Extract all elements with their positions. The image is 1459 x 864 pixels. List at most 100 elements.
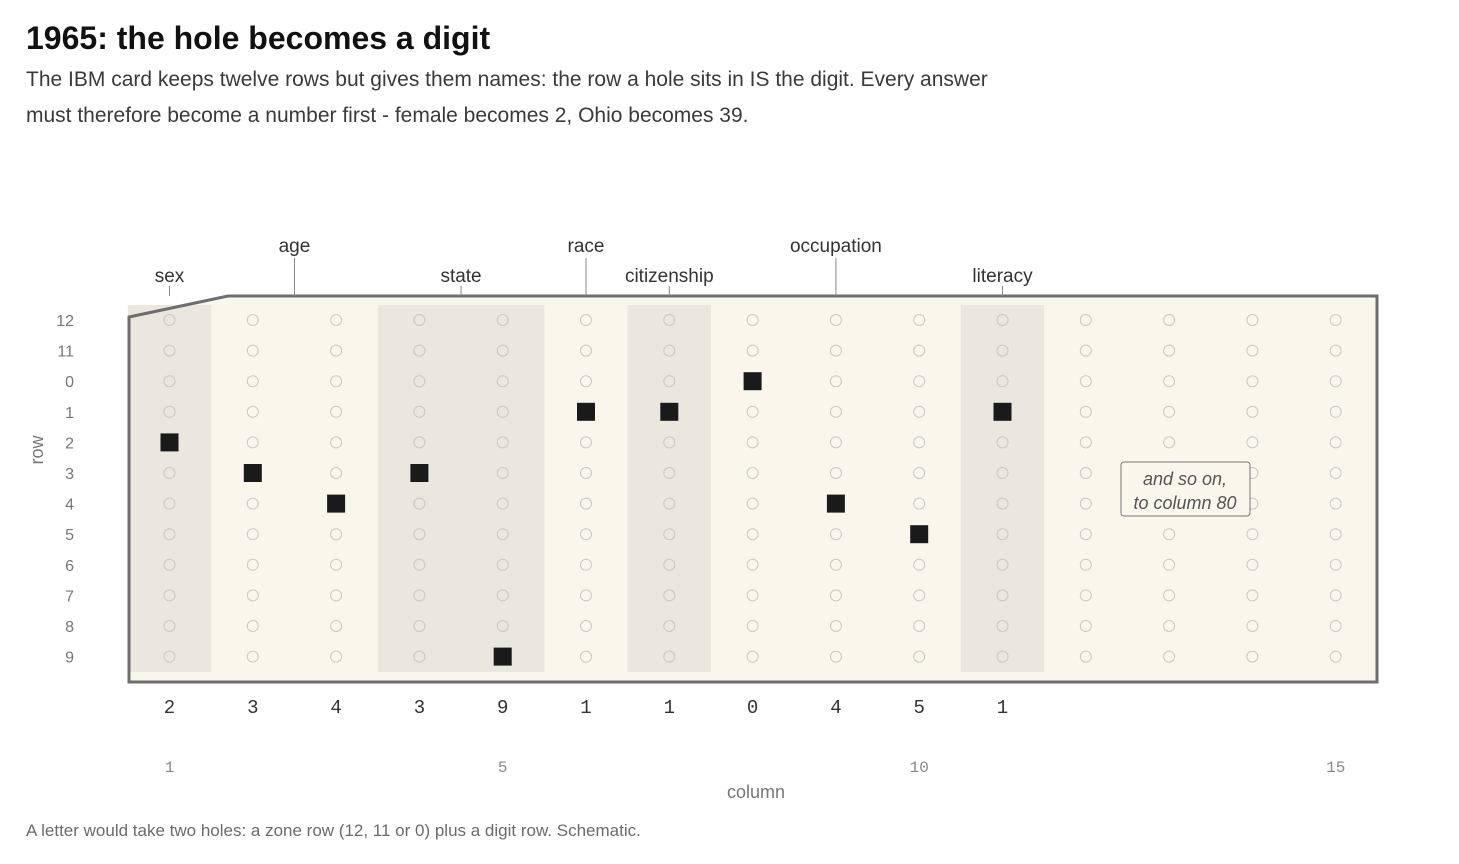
field-label-citizenship: citizenship bbox=[625, 266, 714, 287]
empty-hole-col15-row9 bbox=[1329, 650, 1342, 663]
empty-hole-col6-row0 bbox=[580, 375, 592, 388]
punch-card-diagram: sex age state race citizenship occupation lite… bbox=[27, 236, 1379, 802]
empty-hole-col12-row12 bbox=[1079, 314, 1092, 326]
column-ticks: 1 5 10 15 bbox=[165, 759, 1346, 777]
empty-hole-col13-row5 bbox=[1163, 528, 1176, 541]
empty-hole-col4-row7 bbox=[413, 589, 426, 602]
empty-hole-col11-row8 bbox=[996, 620, 1009, 632]
empty-hole-col4-row5 bbox=[413, 528, 426, 541]
empty-hole-col8-row8 bbox=[746, 620, 759, 632]
empty-hole-col3-row0 bbox=[330, 375, 343, 388]
digit-readout-col7: 1 bbox=[664, 697, 675, 719]
empty-hole-col14-row9 bbox=[1246, 650, 1259, 663]
empty-hole-col7-row4 bbox=[663, 497, 676, 510]
row-label-0: 0 bbox=[65, 374, 74, 391]
empty-hole-col15-row5 bbox=[1329, 528, 1342, 541]
empty-hole-col2-row5 bbox=[246, 528, 259, 541]
empty-hole-col5-row1 bbox=[496, 405, 509, 418]
column-tick-15: 15 bbox=[1326, 759, 1345, 777]
empty-hole-col12-row3 bbox=[1079, 467, 1092, 479]
empty-hole-col13-row9 bbox=[1163, 650, 1176, 663]
empty-hole-col7-row9 bbox=[663, 650, 676, 663]
empty-hole-col15-row6 bbox=[1329, 558, 1342, 571]
empty-hole-col14-row8 bbox=[1246, 620, 1259, 632]
empty-hole-col6-row8 bbox=[580, 620, 592, 632]
field-label-state: state bbox=[440, 266, 481, 287]
empty-hole-col9-row8 bbox=[829, 620, 842, 632]
empty-hole-col2-row4 bbox=[246, 497, 259, 510]
row-label-5: 5 bbox=[65, 527, 74, 544]
page-title: 1965: the hole becomes a digit bbox=[26, 20, 491, 56]
empty-hole-col11-row9 bbox=[996, 650, 1009, 663]
row-label-12: 12 bbox=[56, 313, 74, 330]
empty-hole-col5-row5 bbox=[496, 528, 509, 541]
empty-hole-col5-row12 bbox=[496, 314, 509, 326]
empty-hole-col2-row11 bbox=[246, 344, 259, 357]
empty-hole-col12-row4 bbox=[1079, 497, 1092, 510]
empty-hole-col1-row9 bbox=[163, 650, 176, 663]
empty-hole-col13-row11 bbox=[1163, 344, 1176, 357]
empty-hole-col1-row12 bbox=[163, 314, 176, 326]
continuation-note-box bbox=[1120, 461, 1251, 517]
empty-hole-col13-row7 bbox=[1163, 589, 1176, 602]
empty-hole-col12-row11 bbox=[1079, 344, 1092, 357]
empty-hole-col15-row7 bbox=[1329, 589, 1342, 602]
empty-hole-col2-row12 bbox=[246, 314, 259, 326]
empty-hole-col11-row6 bbox=[996, 558, 1009, 571]
empty-hole-col9-row2 bbox=[829, 436, 842, 449]
empty-hole-col4-row1 bbox=[413, 405, 426, 418]
empty-hole-col8-row7 bbox=[746, 589, 759, 602]
empty-hole-col12-row2 bbox=[1079, 436, 1092, 449]
empty-hole-col8-row11 bbox=[746, 344, 759, 357]
empty-hole-col14-row1 bbox=[1246, 405, 1259, 418]
empty-hole-col11-row12 bbox=[996, 314, 1009, 326]
empty-hole-col8-row3 bbox=[746, 467, 759, 479]
empty-hole-col13-row1 bbox=[1163, 405, 1176, 418]
empty-hole-col9-row3 bbox=[829, 467, 842, 479]
row-label-4: 4 bbox=[65, 497, 74, 514]
empty-hole-col1-row11 bbox=[163, 344, 176, 357]
empty-hole-col14-row5 bbox=[1246, 528, 1259, 541]
empty-hole-col3-row8 bbox=[330, 620, 343, 632]
empty-hole-col4-row9 bbox=[413, 650, 426, 663]
empty-hole-col10-row2 bbox=[913, 436, 926, 449]
row-label-2: 2 bbox=[65, 435, 74, 452]
empty-hole-col8-row1 bbox=[746, 405, 759, 418]
empty-hole-col12-row6 bbox=[1079, 558, 1092, 571]
digit-readout-col8: 0 bbox=[747, 697, 758, 719]
field-band-state bbox=[377, 305, 545, 672]
empty-hole-col8-row5 bbox=[746, 528, 759, 541]
empty-hole-col14-row12 bbox=[1246, 314, 1259, 326]
empty-hole-col3-row12 bbox=[330, 314, 343, 326]
empty-hole-col11-row7 bbox=[996, 589, 1009, 602]
field-label-race: race bbox=[568, 236, 605, 257]
empty-hole-col2-row1 bbox=[246, 405, 259, 418]
empty-hole-col14-row6 bbox=[1246, 558, 1259, 571]
empty-hole-col7-row7 bbox=[663, 589, 676, 602]
empty-hole-col2-row8 bbox=[246, 620, 259, 632]
empty-hole-col5-row4 bbox=[496, 497, 509, 510]
empty-hole-col11-row5 bbox=[996, 528, 1009, 541]
empty-hole-col9-row11 bbox=[829, 344, 842, 357]
empty-hole-col5-row11 bbox=[496, 344, 509, 357]
empty-hole-col4-row0 bbox=[413, 375, 426, 388]
empty-hole-col5-row7 bbox=[496, 589, 509, 602]
punch-hole-col11-row1 bbox=[993, 402, 1012, 421]
empty-hole-col1-row6 bbox=[163, 558, 176, 571]
footnote: A letter would take two holes: a zone ro… bbox=[26, 821, 641, 840]
empty-hole-col1-row5 bbox=[163, 528, 176, 541]
empty-hole-col12-row7 bbox=[1079, 589, 1092, 602]
field-label-occupation: occupation bbox=[790, 236, 882, 257]
empty-hole-col4-row12 bbox=[413, 314, 426, 326]
punch-hole-col7-row1 bbox=[660, 402, 679, 421]
digit-readout: 2 3 4 3 9 1 1 0 4 5 1 bbox=[164, 697, 1008, 719]
digit-readout-col11: 1 bbox=[997, 697, 1008, 719]
field-label-sex: sex bbox=[155, 266, 185, 287]
y-axis-label: row bbox=[27, 435, 47, 465]
digit-readout-col10: 5 bbox=[913, 697, 924, 719]
empty-hole-col4-row6 bbox=[413, 558, 426, 571]
empty-hole-col4-row8 bbox=[413, 620, 426, 632]
empty-hole-col6-row2 bbox=[580, 436, 592, 449]
empty-hole-col1-row3 bbox=[163, 467, 176, 479]
empty-hole-col1-row8 bbox=[163, 620, 176, 632]
